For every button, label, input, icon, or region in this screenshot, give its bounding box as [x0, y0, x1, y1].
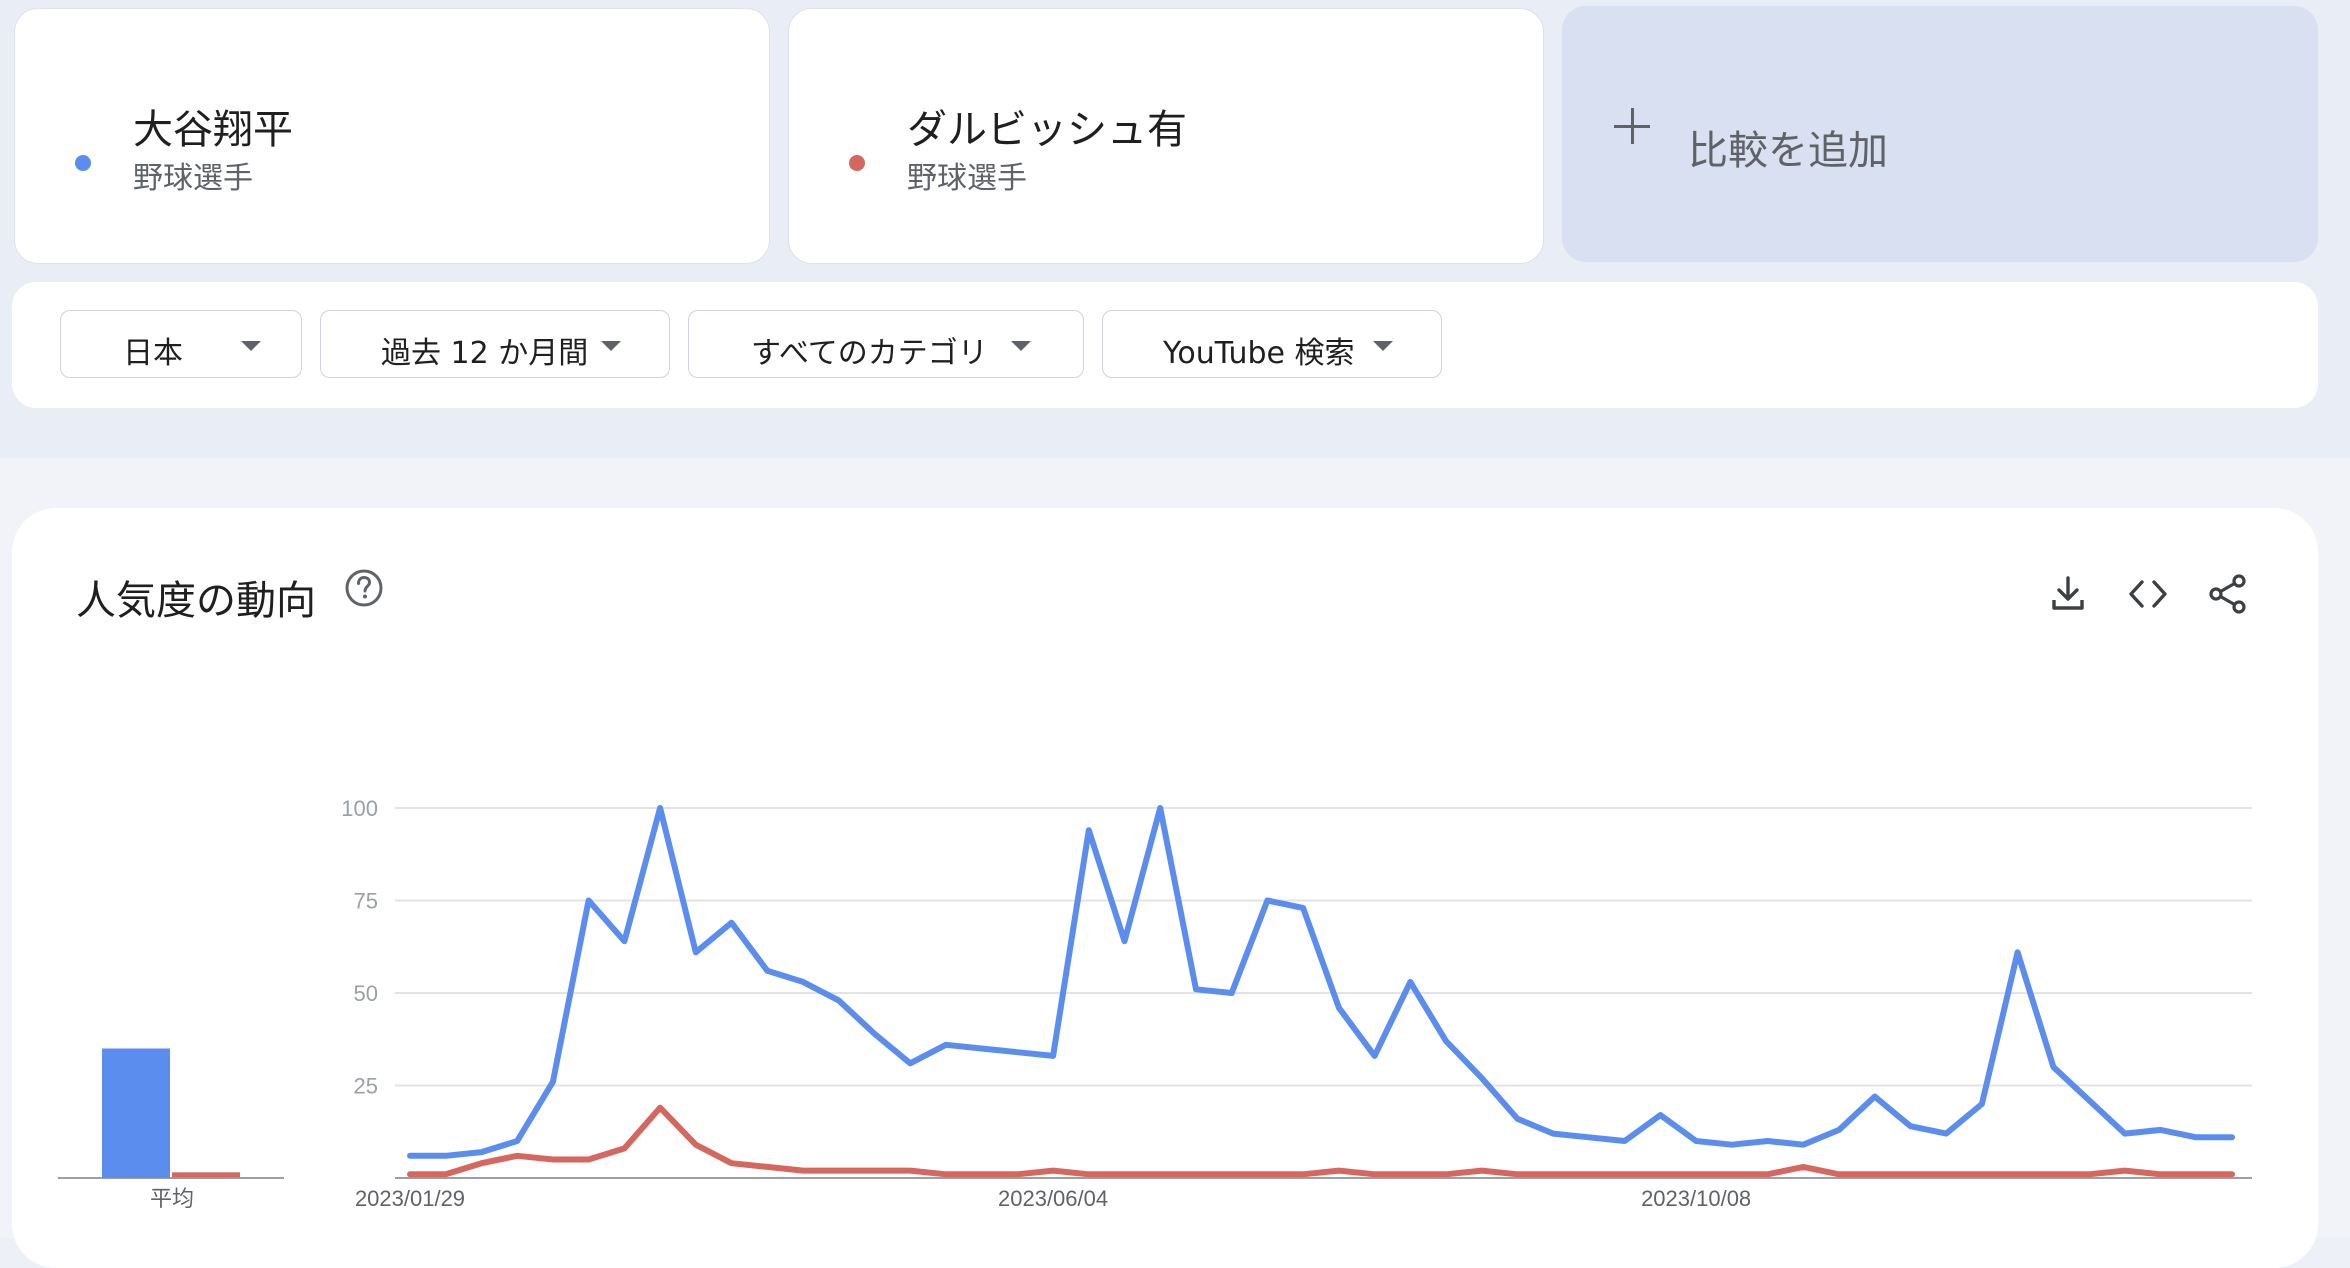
series-color-dot	[75, 155, 91, 171]
average-label: 平均	[150, 1187, 194, 1212]
category-dropdown[interactable]: すべてのカテゴリ	[688, 310, 1084, 378]
period-value: 過去 12 か月間	[381, 336, 589, 371]
chevron-down-icon	[1373, 341, 1393, 351]
chevron-down-icon	[601, 341, 621, 351]
series-line	[407, 1104, 2235, 1178]
x-tick-label: 2023/01/29	[355, 1186, 465, 1211]
interest-over-time-card: 人気度の動向	[12, 508, 2318, 1268]
filter-bar: 日本 過去 12 か月間 すべてのカテゴリ YouTube 検索	[12, 282, 2318, 408]
help-circle-icon[interactable]	[344, 568, 384, 608]
average-bar	[102, 1048, 170, 1178]
download-icon[interactable]	[2046, 572, 2090, 616]
add-comparison-label: 比較を追加	[1688, 128, 1888, 174]
term-name: ダルビッシュ有	[907, 107, 1187, 153]
chevron-down-icon	[1011, 341, 1031, 351]
term-card-darvish[interactable]: ダルビッシュ有 野球選手	[788, 8, 1544, 264]
plus-icon	[1614, 108, 1650, 144]
share-icon[interactable]	[2206, 572, 2250, 616]
chevron-down-icon	[241, 341, 261, 351]
section-title: 人気度の動向	[76, 578, 316, 624]
average-bar	[172, 1172, 240, 1178]
search-type-value: YouTube 検索	[1163, 336, 1355, 371]
series-color-dot	[849, 155, 865, 171]
term-name: 大谷翔平	[133, 107, 293, 153]
term-type: 野球選手	[133, 161, 253, 196]
region-dropdown[interactable]: 日本	[60, 310, 302, 378]
trend-chart: 100 75 50 25 平均 2023/01/29 2023/06/04 2023/10/0…	[58, 796, 2252, 1212]
term-card-ohtani[interactable]: 大谷翔平 野球選手	[14, 8, 770, 264]
embed-code-icon[interactable]	[2126, 572, 2170, 616]
region-value: 日本	[123, 336, 183, 371]
y-tick-label: 100	[341, 796, 378, 821]
y-tick-label: 25	[354, 1074, 378, 1099]
category-value: すべてのカテゴリ	[751, 336, 988, 371]
y-tick-label: 50	[354, 981, 378, 1006]
add-comparison-button[interactable]: 比較を追加	[1562, 6, 2318, 262]
x-tick-label: 2023/10/08	[1641, 1186, 1751, 1211]
series-line	[407, 805, 2235, 1159]
x-tick-label: 2023/06/04	[998, 1186, 1108, 1211]
term-type: 野球選手	[907, 161, 1027, 196]
y-tick-label: 75	[354, 889, 378, 914]
period-dropdown[interactable]: 過去 12 か月間	[320, 310, 670, 378]
search-type-dropdown[interactable]: YouTube 検索	[1102, 310, 1442, 378]
